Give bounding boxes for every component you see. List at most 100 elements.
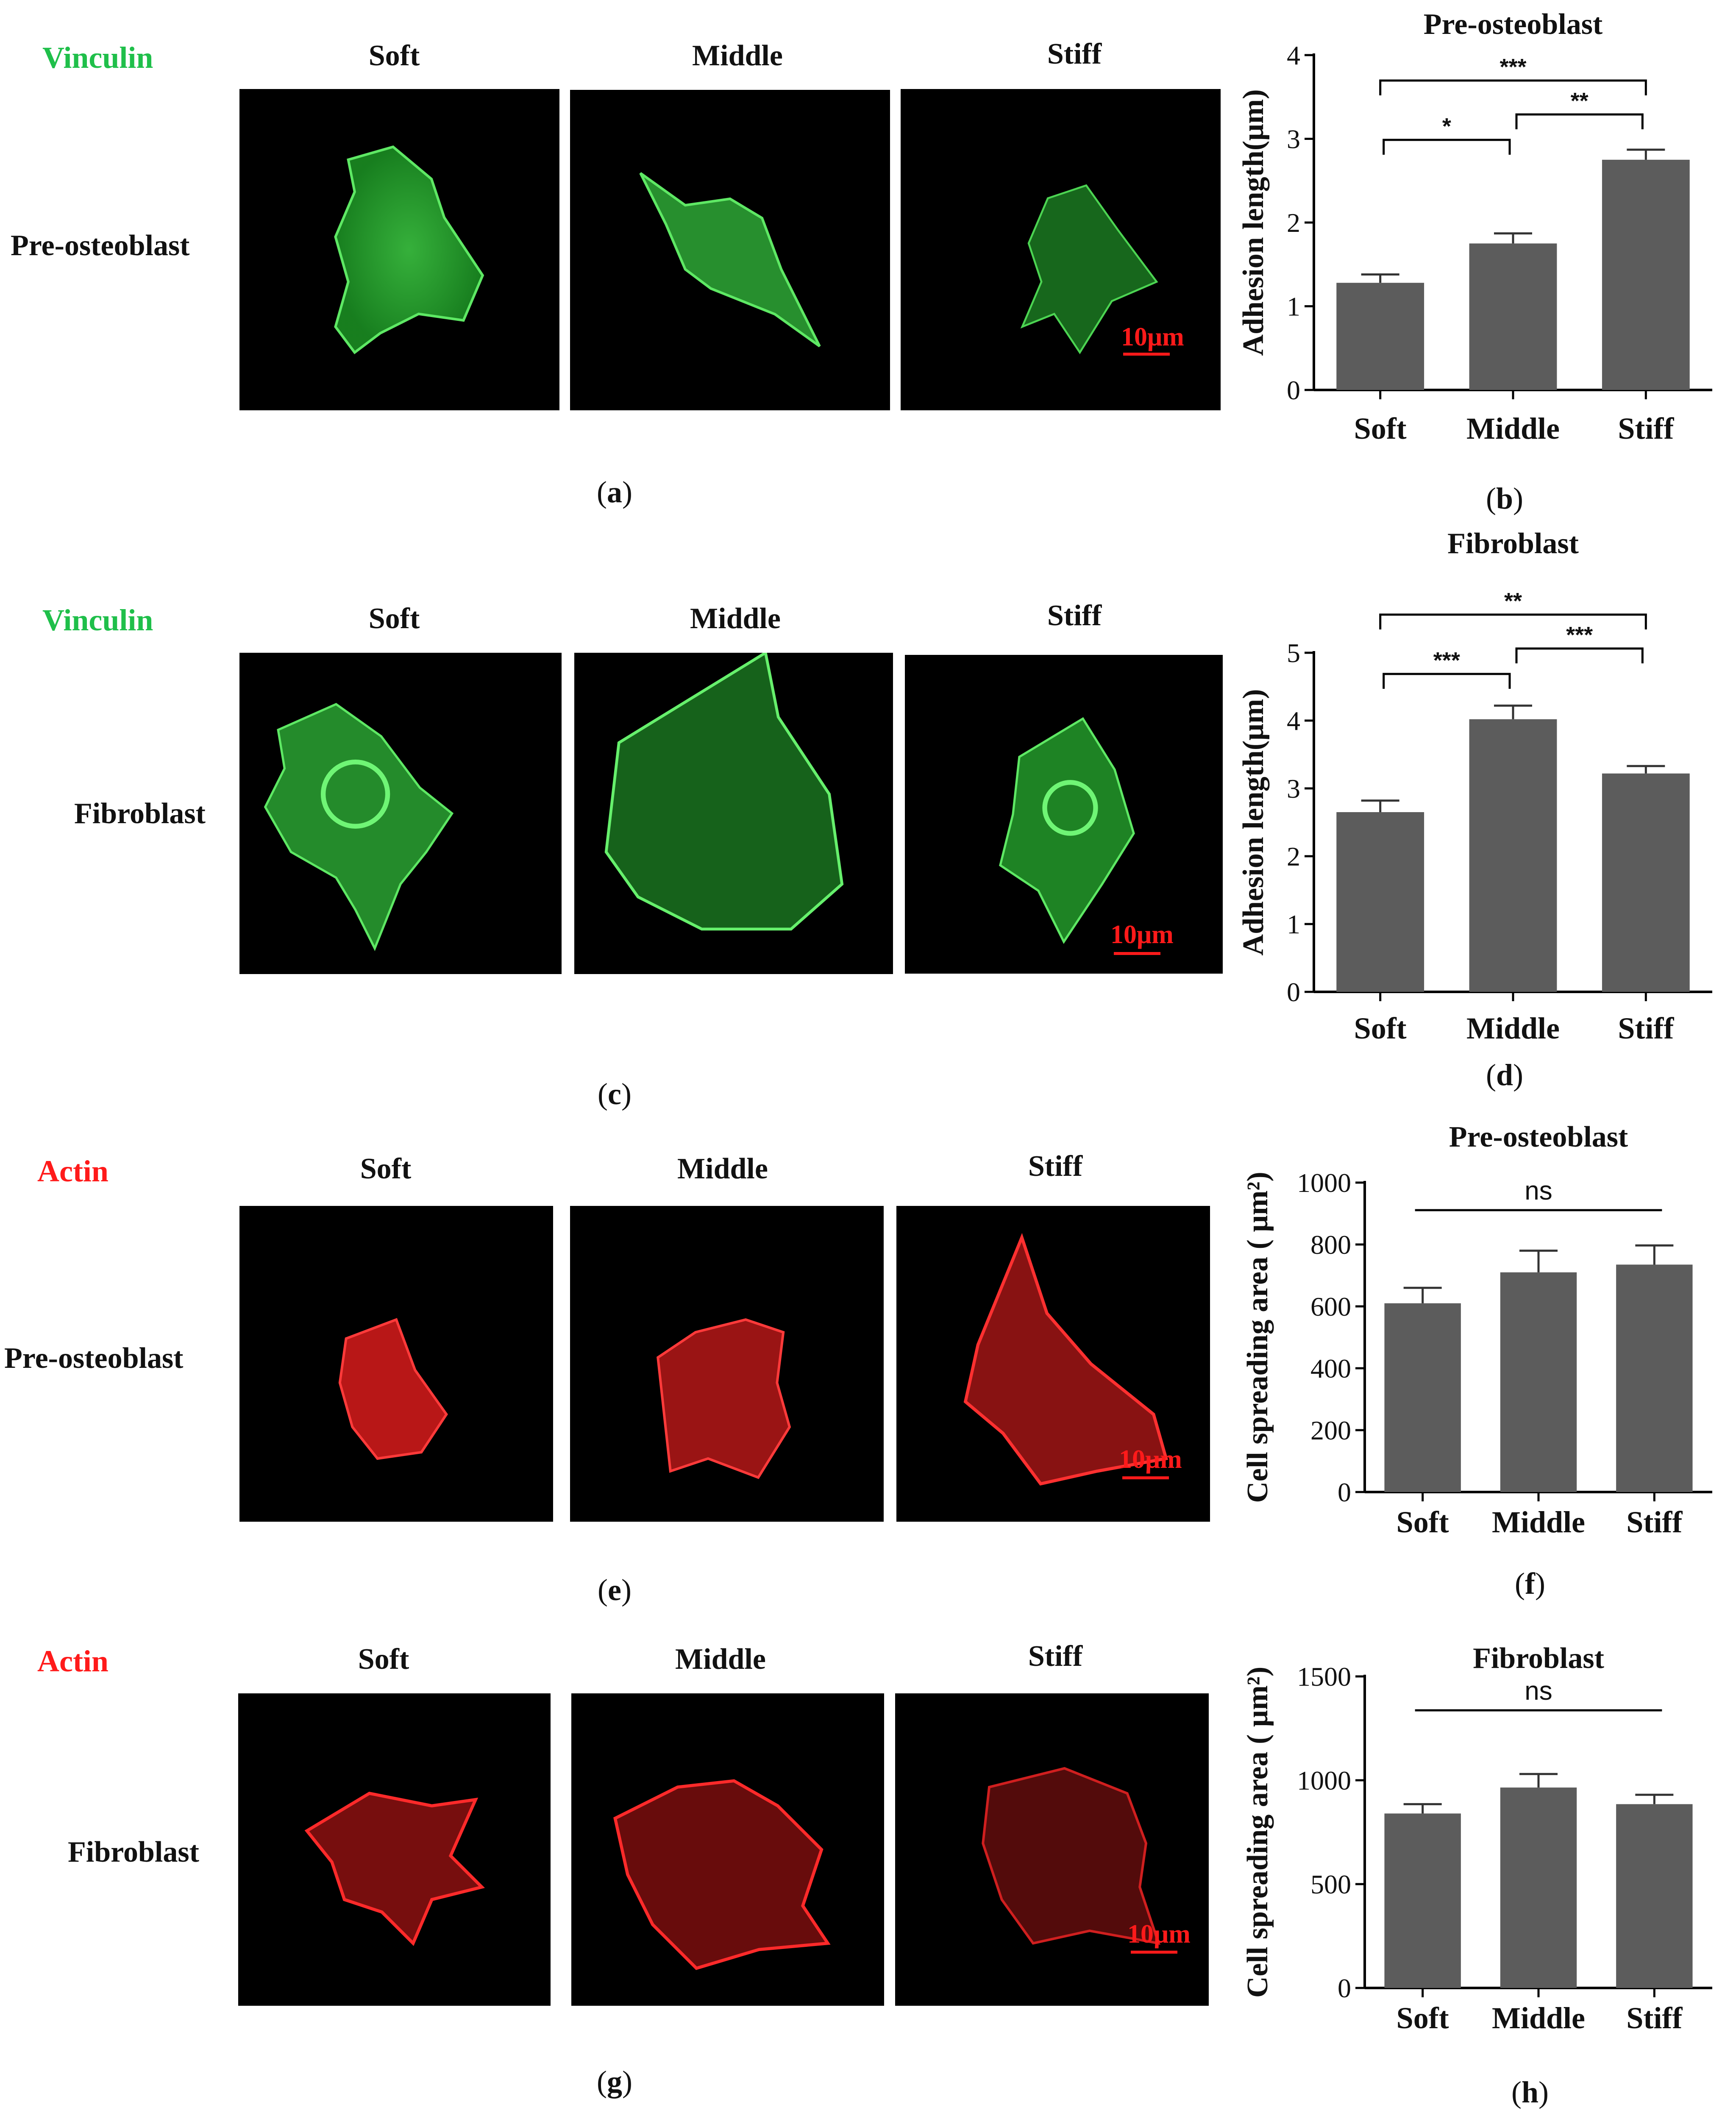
bar-middle bbox=[1469, 719, 1557, 992]
significance-label: *** bbox=[1566, 622, 1593, 648]
y-tick-label: 600 bbox=[1310, 1292, 1351, 1322]
scale-bar-c bbox=[1114, 952, 1160, 955]
row-label-cell-a: Pre-osteoblast bbox=[11, 229, 190, 262]
y-tick-label: 1500 bbox=[1297, 1662, 1351, 1692]
row-label-cell-e: Pre-osteoblast bbox=[4, 1342, 184, 1375]
bar-soft bbox=[1384, 1813, 1461, 1988]
x-tick-label-stiff: Stiff bbox=[1626, 1505, 1683, 1539]
col-label-soft-g: Soft bbox=[358, 1643, 409, 1676]
col-label-middle-e: Middle bbox=[677, 1153, 768, 1185]
chart-title: Fibroblast bbox=[1447, 527, 1579, 560]
col-label-soft-c: Soft bbox=[368, 602, 420, 635]
y-tick-label: 3 bbox=[1287, 124, 1300, 154]
significance-label: ns bbox=[1525, 1176, 1552, 1205]
bar-middle bbox=[1500, 1787, 1577, 1988]
significance-label: ** bbox=[1571, 88, 1589, 114]
y-tick-label: 1000 bbox=[1297, 1765, 1351, 1796]
col-label-middle-a: Middle bbox=[692, 39, 783, 72]
y-tick-label: 1 bbox=[1287, 909, 1300, 939]
y-tick-label: 4 bbox=[1287, 40, 1300, 70]
y-tick-label: 0 bbox=[1338, 1477, 1351, 1507]
micrograph-vinculin-preosteoblast-stiff bbox=[901, 89, 1221, 410]
chart-d-svg: Fibroblast 0 1 2 3 4 5 Adhesion length(μm) Soft M… bbox=[1237, 527, 1712, 1092]
significance-label: ns bbox=[1525, 1676, 1552, 1706]
micrograph-actin-preosteoblast-stiff bbox=[896, 1206, 1210, 1522]
bar-soft bbox=[1336, 283, 1424, 390]
stain-label-actin-e: Actin bbox=[37, 1154, 108, 1188]
bar-soft bbox=[1384, 1303, 1461, 1492]
row-label-cell-c: Fibroblast bbox=[74, 797, 206, 830]
panel-letter-f: (f) bbox=[1515, 1567, 1545, 1601]
y-tick-label: 1000 bbox=[1297, 1168, 1351, 1198]
y-tick-label: 200 bbox=[1310, 1415, 1351, 1445]
bar-stiff bbox=[1616, 1804, 1693, 1988]
micrograph-vinculin-preosteoblast-middle bbox=[570, 90, 890, 410]
panel-letter-b: (b) bbox=[1486, 482, 1523, 515]
y-tick-label: 0 bbox=[1287, 375, 1300, 405]
chart-d: Fibroblast 0 1 2 3 4 5 Adhesion length(μm) Soft M… bbox=[1237, 527, 1736, 1094]
significance-label: ** bbox=[1504, 588, 1522, 614]
chart-title: Pre-osteoblast bbox=[1449, 1121, 1628, 1153]
bar-middle bbox=[1500, 1272, 1577, 1492]
panel-letter-e: (e) bbox=[598, 1573, 632, 1607]
panel-letter-g: (g) bbox=[597, 2065, 632, 2099]
chart-title: Pre-osteoblast bbox=[1424, 8, 1603, 41]
micrograph-vinculin-fibroblast-soft bbox=[239, 653, 562, 974]
scale-bar-label-g: 10μm bbox=[1127, 1920, 1191, 1949]
scale-bar-e bbox=[1122, 1476, 1169, 1479]
scale-bar-a bbox=[1123, 353, 1170, 356]
significance-bracket bbox=[1383, 673, 1511, 689]
chart-h-svg: Fibroblast 0 500 1000 1500 Cell spreading are… bbox=[1241, 1642, 1712, 2109]
chart-b-svg: Pre-osteoblast 0 1 2 3 4 Adhesion length(μm) So… bbox=[1237, 8, 1712, 515]
y-axis-label: Cell spreading area ( μm²) bbox=[1241, 1667, 1274, 1998]
panel-letter-c: (c) bbox=[598, 1077, 632, 1111]
x-tick-label-soft: Soft bbox=[1397, 2001, 1449, 2035]
col-label-stiff-g: Stiff bbox=[1028, 1640, 1083, 1673]
col-label-middle-c: Middle bbox=[690, 602, 781, 635]
significance-bracket bbox=[1515, 647, 1644, 663]
x-tick-label-middle: Middle bbox=[1466, 1011, 1560, 1045]
row-label-cell-g: Fibroblast bbox=[68, 1836, 199, 1868]
y-axis-label: Cell spreading area ( μm²) bbox=[1241, 1172, 1274, 1503]
y-tick-label: 4 bbox=[1287, 706, 1300, 736]
significance-bracket bbox=[1383, 139, 1511, 155]
bar-stiff bbox=[1602, 159, 1690, 390]
x-tick-label-stiff: Stiff bbox=[1618, 412, 1674, 445]
chart-f-svg: Pre-osteoblast 0 200 400 600 800 1000 Cell spre… bbox=[1241, 1121, 1712, 1601]
micrograph-vinculin-fibroblast-middle bbox=[574, 653, 893, 974]
scale-bar-label-a: 10μm bbox=[1121, 323, 1184, 351]
scale-bar-label-e: 10μm bbox=[1119, 1445, 1182, 1474]
significance-bracket bbox=[1379, 613, 1647, 629]
micrograph-actin-fibroblast-soft bbox=[238, 1693, 551, 2006]
col-label-soft-e: Soft bbox=[360, 1153, 412, 1185]
y-tick-label: 3 bbox=[1287, 774, 1300, 804]
col-label-soft-a: Soft bbox=[368, 39, 420, 72]
stain-label-vinculin-c: Vinculin bbox=[42, 603, 153, 637]
col-label-stiff-c: Stiff bbox=[1047, 599, 1102, 632]
micrograph-actin-fibroblast-middle bbox=[571, 1693, 884, 2006]
bar-stiff bbox=[1602, 773, 1690, 992]
bar-middle bbox=[1469, 243, 1557, 390]
x-tick-label-soft: Soft bbox=[1397, 1505, 1449, 1539]
y-tick-label: 2 bbox=[1287, 841, 1300, 871]
col-label-stiff-e: Stiff bbox=[1028, 1150, 1083, 1183]
x-tick-label-soft: Soft bbox=[1354, 412, 1407, 445]
y-axis-label: Adhesion length(μm) bbox=[1237, 689, 1270, 956]
x-tick-label-soft: Soft bbox=[1354, 1011, 1407, 1045]
panel-letter-a: (a) bbox=[597, 475, 632, 509]
stain-label-actin-g: Actin bbox=[37, 1644, 108, 1678]
bar-stiff bbox=[1616, 1264, 1693, 1492]
y-tick-label: 5 bbox=[1287, 638, 1300, 668]
panel-letter-h: (h) bbox=[1511, 2075, 1549, 2109]
significance-label: * bbox=[1442, 114, 1451, 139]
scale-bar-g bbox=[1131, 1951, 1177, 1954]
micrograph-actin-fibroblast-stiff bbox=[895, 1693, 1209, 2006]
y-tick-label: 0 bbox=[1338, 1973, 1351, 2003]
chart-title: Fibroblast bbox=[1473, 1642, 1604, 1675]
x-tick-label-stiff: Stiff bbox=[1626, 2001, 1683, 2035]
micrograph-actin-preosteoblast-soft bbox=[239, 1206, 553, 1522]
y-tick-label: 0 bbox=[1287, 977, 1300, 1007]
chart-h: Fibroblast 0 500 1000 1500 Cell spreading are… bbox=[1238, 1619, 1736, 2111]
micrograph-vinculin-fibroblast-stiff bbox=[905, 655, 1223, 974]
y-tick-label: 500 bbox=[1310, 1869, 1351, 1899]
